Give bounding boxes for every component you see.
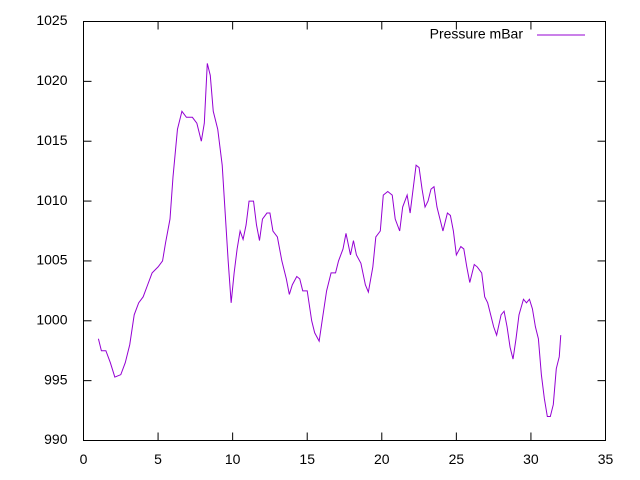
x-tick-label: 5 (154, 451, 162, 467)
y-tick-label: 1020 (36, 72, 67, 88)
x-tick-label: 35 (598, 451, 614, 467)
y-tick-label: 1000 (36, 311, 67, 327)
data-line (97, 63, 562, 418)
legend-label: Pressure mBar (430, 26, 524, 42)
y-tick-label: 1010 (36, 192, 67, 208)
x-tick-label: 20 (374, 451, 390, 467)
x-tick-label: 10 (225, 451, 241, 467)
y-tick-label: 1015 (36, 132, 67, 148)
x-tick-label: 0 (80, 451, 88, 467)
y-tick-label: 995 (44, 371, 68, 387)
x-tick-label: 30 (523, 451, 539, 467)
x-tick-label: 25 (449, 451, 465, 467)
y-tick-label: 1005 (36, 252, 67, 268)
y-tick-label: 1025 (36, 12, 67, 28)
y-tick-label: 990 (44, 431, 68, 447)
plot-frame (83, 21, 606, 441)
x-tick-label: 15 (299, 451, 315, 467)
